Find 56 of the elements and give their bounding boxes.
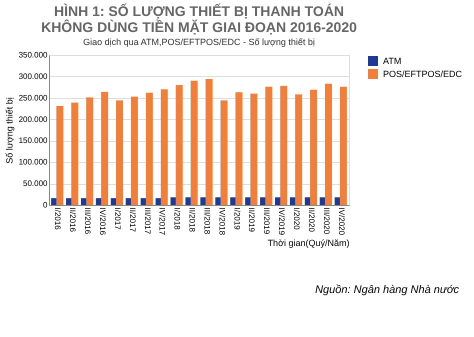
x-tick-label: II/2019 bbox=[247, 208, 256, 233]
y-tick-label: 300.000 bbox=[18, 72, 48, 81]
x-tick-label: IV/2017 bbox=[158, 208, 167, 236]
bar bbox=[130, 96, 138, 205]
x-tick-label: III/2017 bbox=[142, 208, 152, 235]
x-tick-label: II/2020 bbox=[306, 208, 316, 233]
x-tick-label: III/2020 bbox=[322, 208, 331, 235]
y-tick-label: 150.000 bbox=[18, 136, 48, 146]
bar bbox=[250, 94, 258, 205]
x-tick-label: IV/2016 bbox=[98, 208, 107, 236]
x-tick-label: II/2018 bbox=[188, 208, 197, 233]
bar bbox=[265, 86, 272, 205]
x-tick-label: II/2016 bbox=[68, 208, 78, 233]
y-tick-label: 0 bbox=[43, 200, 48, 210]
y-tick-label: 350.000 bbox=[18, 50, 48, 60]
text: HÌNH 1: SỐ LƯỢNG THIẾT BỊ THANH TOÁN bbox=[54, 3, 344, 19]
x-tick-label: III/2019 bbox=[262, 208, 272, 235]
bar bbox=[280, 86, 288, 205]
y-tick-label: 100.000 bbox=[18, 158, 48, 167]
x-tick-label: I/2019 bbox=[232, 208, 242, 230]
bar bbox=[176, 85, 183, 205]
bar bbox=[101, 92, 108, 205]
text: Nguồn: Ngân hàng Nhà nước bbox=[315, 284, 460, 296]
x-tick-label: I/2020 bbox=[292, 208, 302, 230]
x-tick-label: IV/2018 bbox=[217, 208, 226, 236]
y-tick-label: 250.000 bbox=[18, 93, 48, 102]
bar bbox=[295, 94, 302, 205]
y-axis-title: Số lượng thiết bị bbox=[4, 97, 15, 164]
bar bbox=[56, 106, 64, 205]
bar bbox=[324, 84, 332, 205]
x-tick-label: III/2018 bbox=[202, 208, 212, 235]
bar bbox=[116, 100, 124, 205]
text: KHÔNG DÙNG TIỀN MẶT GIAI ĐOẠN 2016-2020 bbox=[41, 19, 357, 35]
bar bbox=[310, 90, 318, 205]
x-tick-label: IV/2019 bbox=[277, 208, 286, 236]
x-axis-title: Thời gian(Quý/Năm) bbox=[268, 238, 350, 248]
bar bbox=[206, 79, 213, 205]
x-tick-label: I/2016 bbox=[53, 208, 62, 230]
legend-label: POS/EFTPOS/EDC bbox=[383, 69, 463, 79]
x-tick-label: II/2017 bbox=[128, 208, 137, 233]
y-tick-label: 50.000 bbox=[23, 179, 48, 188]
bar bbox=[86, 97, 94, 205]
bar bbox=[220, 100, 228, 205]
x-tick-label: I/2018 bbox=[172, 208, 182, 230]
y-tick-label: 200.000 bbox=[18, 114, 48, 124]
bar bbox=[235, 92, 242, 205]
bar bbox=[71, 102, 78, 205]
x-tick-label: III/2016 bbox=[83, 208, 92, 235]
bar bbox=[190, 80, 198, 205]
x-tick-label: I/2017 bbox=[112, 208, 122, 230]
bar bbox=[146, 92, 153, 205]
x-tick-label: IV/2020 bbox=[336, 208, 346, 236]
bar bbox=[160, 89, 168, 205]
chart-subtitle: Giao dịch qua ATM,POS/EFTPOS/EDC - Số lượng thiết bị bbox=[83, 37, 315, 47]
legend-label: ATM bbox=[383, 56, 402, 66]
bar bbox=[340, 86, 347, 205]
